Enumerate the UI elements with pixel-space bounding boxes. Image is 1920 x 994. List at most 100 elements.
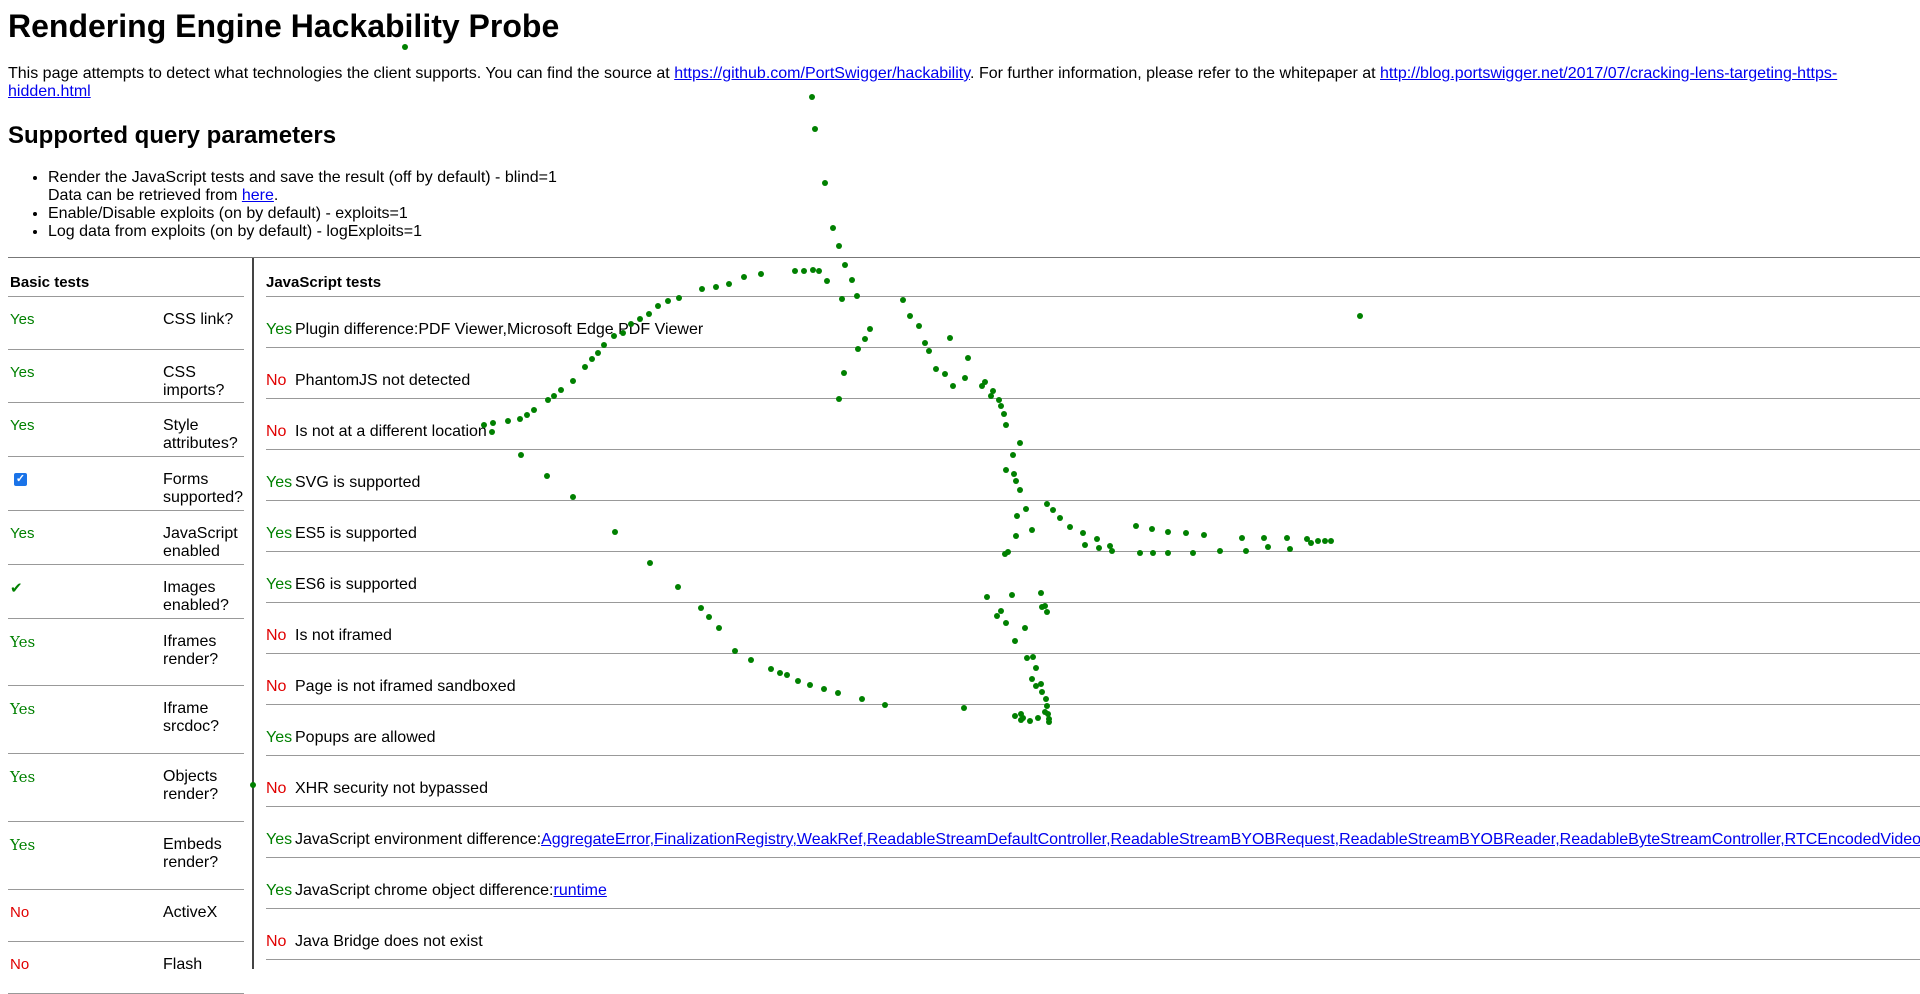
- whitepaper-link[interactable]: http://blog.portswigger.net/2017/07/crac…: [8, 65, 1838, 100]
- column-divider: [252, 258, 254, 969]
- js-test-text: ES6 is supported: [295, 576, 417, 593]
- basic-test-row: ✓ Forms supported?: [8, 457, 244, 511]
- params-item-blind: Render the JavaScript tests and save the…: [48, 169, 557, 205]
- github-link[interactable]: https://github.com/PortSwigger/hackabili…: [674, 65, 971, 82]
- js-test-text: Plugin difference:PDF Viewer,Microsoft E…: [295, 321, 704, 338]
- js-test-result: No: [266, 678, 287, 695]
- intro-text-1: This page attempts to detect what techno…: [8, 65, 675, 82]
- js-test-result: Yes: [266, 525, 293, 542]
- js-test-row: Yes Plugin difference:PDF Viewer,Microsof…: [266, 297, 1920, 348]
- forms-checkbox[interactable]: ✓: [14, 473, 27, 486]
- js-test-row: Yes JavaScript chrome object difference:r…: [266, 858, 1920, 909]
- basic-test-row: No ActiveX: [8, 890, 244, 942]
- params-list: Render the JavaScript tests and save the…: [8, 169, 557, 241]
- js-test-result: Yes: [266, 831, 293, 848]
- js-test-text: Java Bridge does not exist: [295, 933, 483, 950]
- basic-test-label: JavaScript enabled: [163, 525, 238, 560]
- js-test-result: Yes: [266, 729, 293, 746]
- basic-test-result: Yes: [10, 700, 36, 718]
- params-item-exploits: Enable/Disable exploits (on by default) …: [48, 205, 557, 223]
- js-test-result: No: [266, 372, 287, 389]
- js-test-row: No Is not iframed: [266, 603, 1920, 654]
- js-test-row: No XHR security not bypassed: [266, 756, 1920, 807]
- basic-test-label: Iframes render?: [163, 633, 219, 668]
- basic-test-result: Yes: [10, 768, 36, 786]
- basic-tests-table: Basic tests Yes CSS link? Yes CSS imports? Y…: [8, 270, 244, 994]
- retrieve-data-link[interactable]: here: [241, 187, 274, 204]
- js-test-result: Yes: [266, 321, 293, 338]
- params-heading: Supported query parameters: [8, 122, 337, 149]
- js-test-text: JavaScript chrome object difference:runt…: [295, 882, 607, 899]
- js-test-row: No PhantomJS not detected: [266, 348, 1920, 399]
- js-test-text: JavaScript environment difference:Aggreg…: [295, 831, 1920, 849]
- params-item-log-exploits: Log data from exploits (on by default) -…: [48, 223, 557, 241]
- js-test-link[interactable]: AggregateError,FinalizationRegistry,Weak…: [541, 831, 1920, 848]
- basic-test-result: Yes: [10, 633, 36, 651]
- js-tests-table: JavaScript tests Yes Plugin difference:PD…: [266, 270, 1920, 960]
- basic-test-row: Yes CSS link?: [8, 297, 244, 350]
- basic-test-result: Yes: [10, 525, 35, 542]
- green-dot: [812, 126, 818, 132]
- basic-test-row: Yes JavaScript enabled: [8, 511, 244, 565]
- basic-test-result: Yes: [10, 417, 35, 434]
- basic-test-row: Yes Iframe srcdoc?: [8, 686, 244, 754]
- js-test-row: No Is not at a different location: [266, 399, 1920, 450]
- js-test-text: Page is not iframed sandboxed: [295, 678, 516, 695]
- js-test-text: XHR security not bypassed: [295, 780, 488, 797]
- page-title: Rendering Engine Hackability Probe: [8, 8, 560, 44]
- basic-test-row: No Flash: [8, 942, 244, 994]
- js-test-text: Is not at a different location: [295, 423, 487, 440]
- green-dot: [842, 262, 848, 268]
- js-test-result: Yes: [266, 882, 293, 899]
- js-tests-header: JavaScript tests: [266, 270, 1920, 297]
- basic-test-row: Yes Embeds render?: [8, 822, 244, 890]
- basic-test-label: Flash: [163, 956, 203, 973]
- js-test-row: No Java Bridge does not exist: [266, 909, 1920, 960]
- js-test-row: Yes ES5 is supported: [266, 501, 1920, 552]
- basic-test-label: Images enabled?: [163, 579, 229, 614]
- basic-test-row: Yes Objects render?: [8, 754, 244, 822]
- basic-test-result: ✔: [10, 580, 23, 597]
- basic-test-row: Yes Style attributes?: [8, 403, 244, 457]
- js-test-result: Yes: [266, 576, 293, 593]
- js-test-result: Yes: [266, 474, 293, 491]
- js-test-row: Yes JavaScript environment difference:Agg…: [266, 807, 1920, 858]
- js-test-text: Popups are allowed: [295, 729, 436, 746]
- basic-test-label: Objects render?: [163, 768, 219, 803]
- basic-test-result: No: [10, 956, 30, 973]
- intro-text-2: . For further information, please refer …: [970, 65, 1381, 82]
- js-test-text: ES5 is supported: [295, 525, 417, 542]
- js-test-text: PhantomJS not detected: [295, 372, 471, 389]
- basic-test-result: No: [10, 904, 30, 921]
- basic-test-row: Yes Iframes render?: [8, 619, 244, 686]
- basic-test-label: Style attributes?: [163, 417, 238, 452]
- basic-test-result: Yes: [10, 836, 36, 854]
- js-test-row: Yes ES6 is supported: [266, 552, 1920, 603]
- basic-tests-header: Basic tests: [8, 270, 244, 297]
- basic-test-label: ActiveX: [163, 904, 218, 921]
- js-test-row: Yes Popups are allowed: [266, 705, 1920, 756]
- green-dot: [822, 180, 828, 186]
- js-test-row: Yes SVG is supported: [266, 450, 1920, 501]
- js-test-result: No: [266, 933, 287, 950]
- js-test-row: No Page is not iframed sandboxed: [266, 654, 1920, 705]
- js-test-result: No: [266, 627, 287, 644]
- basic-test-label: Iframe srcdoc?: [163, 700, 220, 735]
- basic-test-label: Forms supported?: [163, 471, 244, 506]
- basic-test-result: Yes: [10, 364, 35, 381]
- green-dot: [830, 225, 836, 231]
- js-test-result: No: [266, 780, 287, 797]
- js-test-result: No: [266, 423, 287, 440]
- basic-test-label: CSS imports?: [163, 364, 225, 399]
- horizontal-rule: [8, 257, 1920, 258]
- basic-test-row: ✔ Images enabled?: [8, 565, 244, 619]
- basic-test-result: Yes: [10, 311, 35, 328]
- js-test-text: Is not iframed: [295, 627, 392, 644]
- js-test-text: SVG is supported: [295, 474, 421, 491]
- green-dot: [836, 243, 842, 249]
- basic-test-label: CSS link?: [163, 311, 234, 328]
- basic-test-label: Embeds render?: [163, 836, 222, 871]
- intro-paragraph: This page attempts to detect what techno…: [8, 65, 1898, 101]
- js-test-link[interactable]: runtime: [553, 882, 607, 899]
- basic-test-row: Yes CSS imports?: [8, 350, 244, 403]
